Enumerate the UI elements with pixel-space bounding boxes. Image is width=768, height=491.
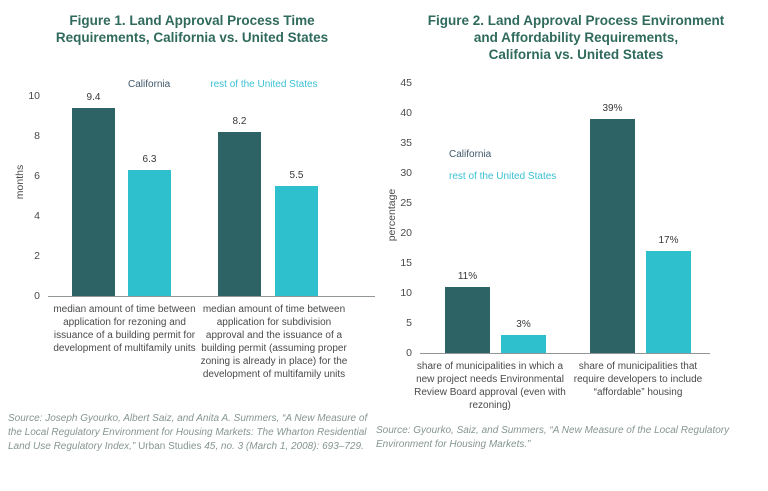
bar-rest-of-united-states: 17% (646, 235, 691, 353)
y-axis-tick-label: 45 (400, 77, 412, 89)
y-axis-tick-label: 0 (406, 347, 412, 359)
figure-1-plot-area: 0 2 4 6 8 10 9.4 8.2 6.3 5.5 (28, 90, 375, 302)
source-text-italic: Source: Joseph Gyourko, Albert Saiz, and… (8, 413, 368, 452)
y-axis-tick-label: 25 (400, 197, 412, 209)
source-text-italic: 45, no. 3 (March 1, 2008): 693–729. (201, 441, 364, 452)
bar-rest-of-united-states: 6.3 (128, 154, 171, 296)
y-axis-tick-label: 30 (400, 167, 412, 179)
y-axis-tick-label: 10 (400, 287, 412, 299)
figure-1-legend: California rest of the United States (128, 79, 318, 90)
figure-1-title: Figure 1. Land Approval Process Time Req… (55, 13, 329, 45)
bar-value-label: 5.5 (289, 170, 304, 181)
legend-rest-of-us-label: rest of the United States (210, 79, 318, 90)
bar-value-label: 3% (516, 319, 531, 330)
figure-2-source-note: Source: Gyourko, Saiz, and Summers, “A N… (376, 424, 738, 452)
figure-2-panel: Figure 2. Land Approval Process Environm… (376, 0, 768, 491)
bar-california: 8.2 (218, 116, 261, 296)
figure-2-legend: California rest of the United States (449, 149, 556, 182)
source-text-italic: Source: Gyourko, Saiz, and Summers, “A N… (376, 425, 730, 450)
figure-1-source-note: Source: Joseph Gyourko, Albert Saiz, and… (8, 412, 370, 454)
y-axis-tick-label: 4 (34, 210, 40, 222)
bar-value-label: 11% (457, 271, 478, 282)
bar-california: 9.4 (72, 92, 115, 296)
legend-california-label: California (128, 79, 171, 90)
bar-value-label: 8.2 (232, 116, 247, 127)
y-axis-tick-label: 6 (34, 170, 40, 182)
bar-value-label: 9.4 (86, 92, 101, 103)
legend-rest-of-us-label: rest of the United States (449, 171, 557, 182)
bar-california: 11% (445, 271, 490, 353)
y-axis-tick-label: 8 (34, 130, 40, 142)
figure-1-category-label-1: median amount of time between applicatio… (53, 304, 196, 354)
bar-california: 39% (590, 103, 635, 353)
y-axis-tick-label: 35 (400, 137, 412, 149)
y-axis-tick-label: 10 (28, 90, 40, 102)
y-axis-tick-label: 0 (34, 290, 40, 302)
figure-1-panel: Figure 1. Land Approval Process Time Req… (8, 13, 375, 454)
y-axis-tick-label: 20 (400, 227, 412, 239)
figure-2-title: Figure 2. Land Approval Process Environm… (427, 13, 725, 62)
figure-2-category-label-1: share of municipalities in which a new p… (414, 361, 566, 411)
source-journal-name: Urban Studies (138, 441, 202, 452)
figure-2-category-label-2: share of municipalities that require dev… (573, 361, 703, 398)
bar-rest-of-united-states: 3% (501, 319, 546, 353)
bar-value-label: 39% (602, 103, 623, 114)
bar-value-label: 17% (658, 235, 679, 246)
legend-california-label: California (449, 149, 492, 160)
bar-value-label: 6.3 (142, 154, 157, 165)
bar-rest-of-united-states: 5.5 (275, 170, 318, 296)
figure-2-plot-area: 0 5 10 15 20 25 30 35 40 45 11% 39% 3% 17% (400, 77, 710, 359)
y-axis-tick-label: 2 (34, 250, 40, 262)
y-axis-tick-label: 15 (400, 257, 412, 269)
figure-1-category-label-2: median amount of time between applicatio… (200, 304, 348, 380)
y-axis-tick-label: 5 (406, 317, 412, 329)
y-axis-tick-label: 40 (400, 107, 412, 119)
